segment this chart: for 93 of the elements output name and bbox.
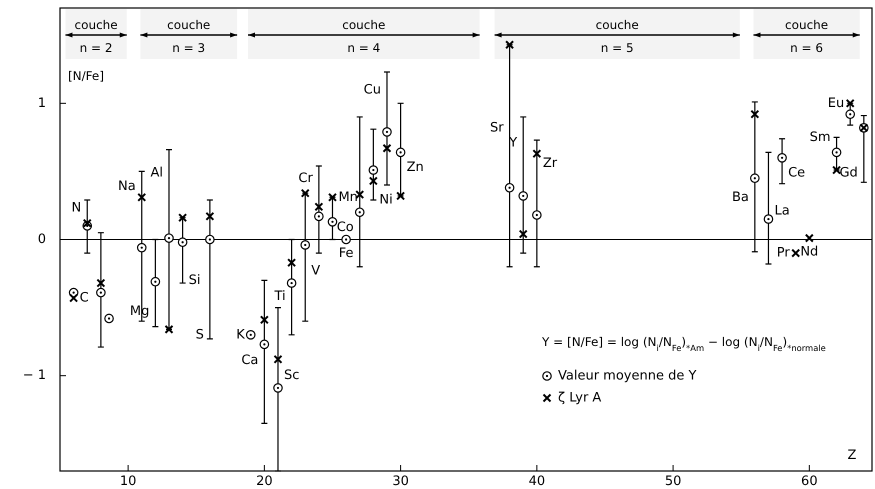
y-axis-title: [N/Fe] <box>68 69 104 83</box>
y-tick-label: 0 <box>38 232 46 248</box>
point <box>82 218 92 228</box>
point <box>518 191 528 201</box>
annotation: Si <box>188 272 200 288</box>
x-tick-label: 40 <box>528 474 546 489</box>
point <box>205 212 214 221</box>
annotation: Cu <box>364 82 381 98</box>
annotation: Nd <box>800 244 818 260</box>
point <box>532 149 542 158</box>
point <box>150 276 160 287</box>
point <box>260 315 269 324</box>
y-tick-label: − 1 <box>22 368 46 384</box>
point <box>504 182 514 193</box>
point <box>137 192 146 202</box>
x-tick-label: 30 <box>392 474 409 489</box>
point <box>178 237 188 248</box>
point <box>341 234 351 244</box>
point <box>396 191 406 200</box>
point <box>328 216 338 227</box>
legend-label: ζ Lyr A <box>558 390 602 406</box>
band-label: couche n = 5 <box>596 18 639 55</box>
annotation: La <box>774 203 790 218</box>
band-label: couche n = 3 <box>167 18 210 55</box>
annotation: Fe <box>338 246 354 262</box>
point <box>750 110 760 119</box>
point <box>314 212 324 222</box>
annotation: Zr <box>542 156 558 171</box>
annotation: Sr <box>490 120 504 136</box>
band-label: couche n = 2 <box>74 18 118 55</box>
text: Y = [N/Fe] = log (N$_{i}$/N$_{Fe}$)$_{*Am}$ − log (N$_{i}$/N$_{Fe}$)$_{*normale}$ <box>542 335 826 353</box>
point <box>273 354 282 364</box>
annotation: Ca <box>241 353 258 368</box>
point <box>777 152 787 163</box>
point <box>832 148 842 158</box>
legend-label: Valeur moyenne de Y <box>558 368 696 384</box>
point <box>246 330 256 340</box>
point <box>804 234 814 243</box>
x-tick-label: 60 <box>801 474 818 489</box>
point <box>750 173 760 184</box>
annotation: Sc <box>284 368 300 384</box>
point <box>136 242 147 252</box>
point <box>791 248 800 258</box>
point <box>164 233 174 243</box>
annotation: Co <box>336 220 354 235</box>
annotation: S <box>196 327 204 342</box>
annotation: Ti <box>273 289 286 304</box>
annotation: Ce <box>788 165 806 180</box>
annotation: Pr <box>776 246 790 261</box>
point <box>314 202 324 212</box>
point <box>532 210 542 220</box>
point <box>69 294 78 303</box>
annotation: C <box>80 290 89 306</box>
x-axis-title: Z <box>848 448 857 463</box>
x-tick-label: 10 <box>120 474 136 489</box>
point <box>96 288 106 298</box>
point <box>286 278 296 288</box>
point <box>273 383 283 393</box>
point <box>104 314 114 324</box>
point <box>368 176 378 186</box>
point <box>845 109 855 120</box>
point <box>287 258 296 268</box>
point <box>382 127 392 137</box>
point <box>382 144 392 153</box>
x-tick-label: 50 <box>664 474 682 489</box>
annotation: Na <box>118 178 136 194</box>
x-tick-label: 20 <box>256 474 273 489</box>
annotation: Sm <box>810 130 831 145</box>
point <box>396 148 406 158</box>
annotation: N <box>72 200 82 216</box>
point <box>96 278 106 288</box>
annotation: Eu <box>828 96 844 111</box>
annotation: V <box>311 263 320 278</box>
annotation: K <box>236 327 246 342</box>
point <box>300 240 310 250</box>
point <box>164 324 174 334</box>
point <box>368 165 378 175</box>
point <box>260 340 270 350</box>
annotation: Ba <box>732 190 749 205</box>
annotation: Al <box>150 165 163 180</box>
band-label: couche n = 4 <box>342 18 386 55</box>
annotation: Ni <box>379 192 393 208</box>
point <box>354 207 365 218</box>
point <box>764 214 774 224</box>
annotation: Mn <box>338 190 358 205</box>
point <box>518 230 528 239</box>
annotation: Zn <box>406 160 424 175</box>
annotation: Y <box>508 135 518 150</box>
band-label: couche n = 6 <box>785 18 828 55</box>
point <box>205 234 215 244</box>
y-tick-label: 1 <box>38 96 46 111</box>
annotation: Cr <box>298 170 314 186</box>
annotation: Gd <box>839 165 858 180</box>
